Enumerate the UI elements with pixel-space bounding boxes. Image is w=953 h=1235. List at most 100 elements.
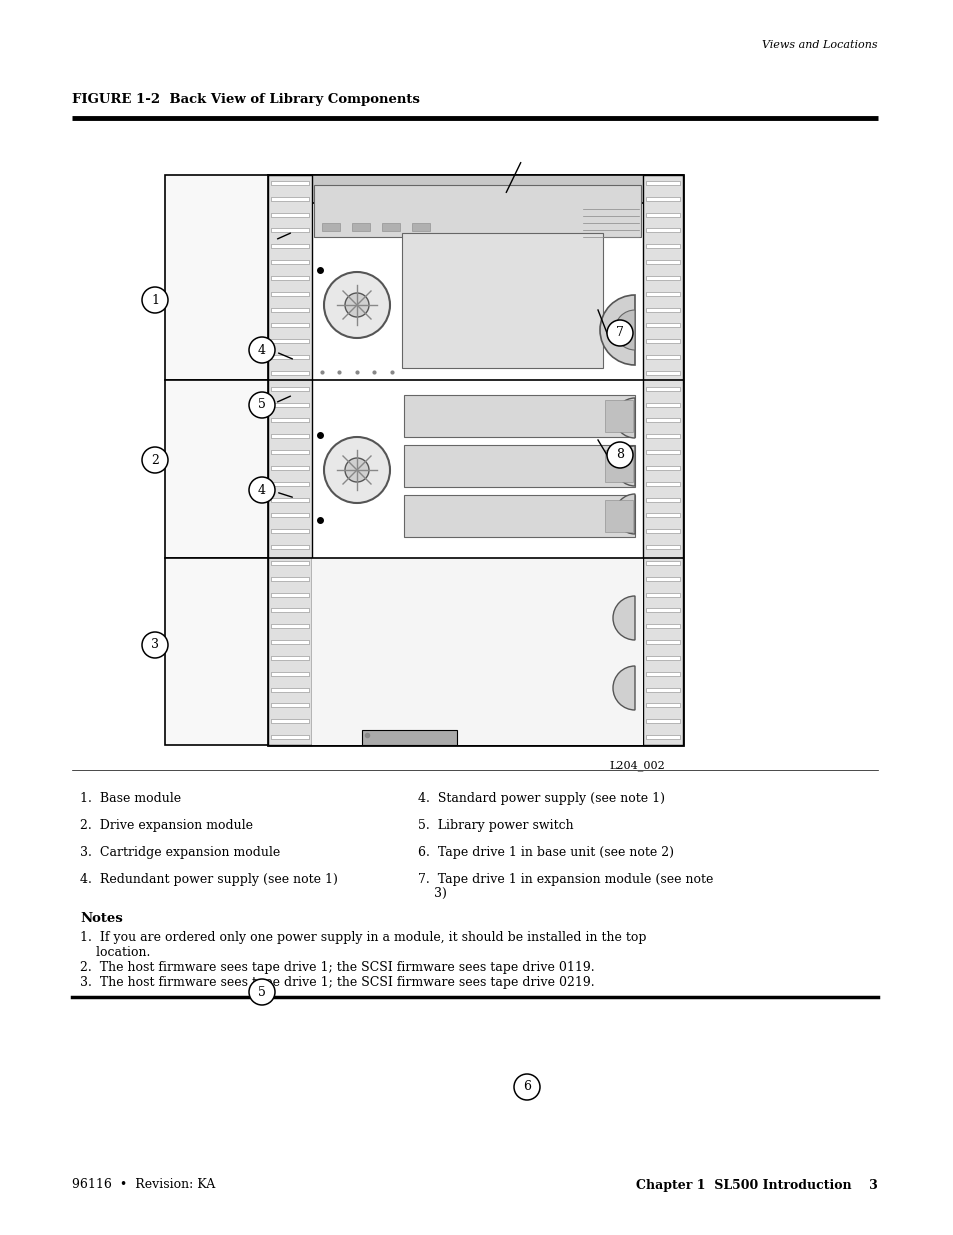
Bar [645,545,679,550]
Bar [645,593,679,597]
Bar [645,624,679,629]
Bar [271,482,309,485]
Bar [271,672,309,676]
Bar [645,212,679,216]
Bar [645,387,679,390]
Bar [314,185,640,237]
Wedge shape [615,494,635,534]
Bar [645,245,679,248]
Bar [645,340,679,343]
Bar [312,558,642,745]
Circle shape [142,447,168,473]
Bar [271,545,309,550]
Bar [271,656,309,659]
Text: 4.  Standard power supply (see note 1): 4. Standard power supply (see note 1) [417,792,664,805]
Bar [645,370,679,375]
Bar [645,561,679,564]
Bar [271,719,309,724]
Text: 6.  Tape drive 1 in base unit (see note 2): 6. Tape drive 1 in base unit (see note 2… [417,846,673,860]
Text: Views and Locations: Views and Locations [761,40,877,49]
Wedge shape [615,446,635,487]
Bar [271,370,309,375]
Bar [271,245,309,248]
Bar [645,435,679,438]
Text: 2: 2 [151,453,159,467]
Text: 5.  Library power switch: 5. Library power switch [417,819,573,832]
Bar [271,261,309,264]
Wedge shape [613,597,635,640]
Bar [645,228,679,232]
Circle shape [606,320,633,346]
Circle shape [249,391,274,417]
Bar [645,577,679,580]
Circle shape [249,477,274,503]
Text: 5: 5 [258,986,266,999]
Bar [271,291,309,296]
Text: Notes: Notes [80,911,123,925]
Circle shape [345,458,369,482]
Bar [381,224,399,231]
Bar [645,498,679,501]
Text: FIGURE 1-2  Back View of Library Components: FIGURE 1-2 Back View of Library Componen… [71,94,419,106]
Bar [645,704,679,708]
Text: 4.  Redundant power supply (see note 1): 4. Redundant power supply (see note 1) [80,873,337,885]
Bar [642,175,682,745]
Bar [271,609,309,613]
Bar [271,356,309,359]
Bar [271,530,309,534]
Bar [271,324,309,327]
Bar [271,275,309,280]
Text: 2.  Drive expansion module: 2. Drive expansion module [80,819,253,832]
Wedge shape [615,398,635,438]
Bar [271,498,309,501]
Bar [645,182,679,185]
Bar [271,450,309,454]
Bar [268,175,682,745]
Text: 4: 4 [257,483,266,496]
Text: 3: 3 [151,638,159,652]
Bar [645,482,679,485]
Bar [645,656,679,659]
Bar [645,735,679,739]
Text: 3): 3) [417,887,446,900]
Bar [271,735,309,739]
Bar [268,175,682,203]
Bar [412,224,430,231]
Bar [403,495,635,537]
Bar [361,730,456,745]
Text: 6: 6 [522,1081,531,1093]
Circle shape [249,337,274,363]
Bar [645,196,679,201]
Bar [645,356,679,359]
Bar [645,275,679,280]
Bar [165,175,268,380]
Bar [645,514,679,517]
Bar [645,688,679,692]
Text: 3.  Cartridge expansion module: 3. Cartridge expansion module [80,846,280,860]
Bar [271,403,309,406]
Circle shape [606,442,633,468]
Wedge shape [599,295,635,366]
Bar [271,228,309,232]
Bar [268,175,312,745]
Text: 96116  •  Revision: KA: 96116 • Revision: KA [71,1178,215,1192]
Bar [645,308,679,311]
Bar [271,182,309,185]
Bar [271,387,309,390]
Bar [645,609,679,613]
Text: 4: 4 [257,343,266,357]
Circle shape [142,287,168,312]
Bar [403,445,635,487]
Text: L204_002: L204_002 [608,760,664,771]
Bar [645,640,679,643]
Text: 1: 1 [151,294,159,306]
Bar [271,514,309,517]
Circle shape [249,979,274,1005]
Bar [271,688,309,692]
Bar [352,224,370,231]
Bar [401,233,602,368]
Text: 1.  If you are ordered only one power supply in a module, it should be installed: 1. If you are ordered only one power sup… [80,931,646,944]
Bar [271,435,309,438]
Bar [645,419,679,422]
Wedge shape [613,666,635,710]
